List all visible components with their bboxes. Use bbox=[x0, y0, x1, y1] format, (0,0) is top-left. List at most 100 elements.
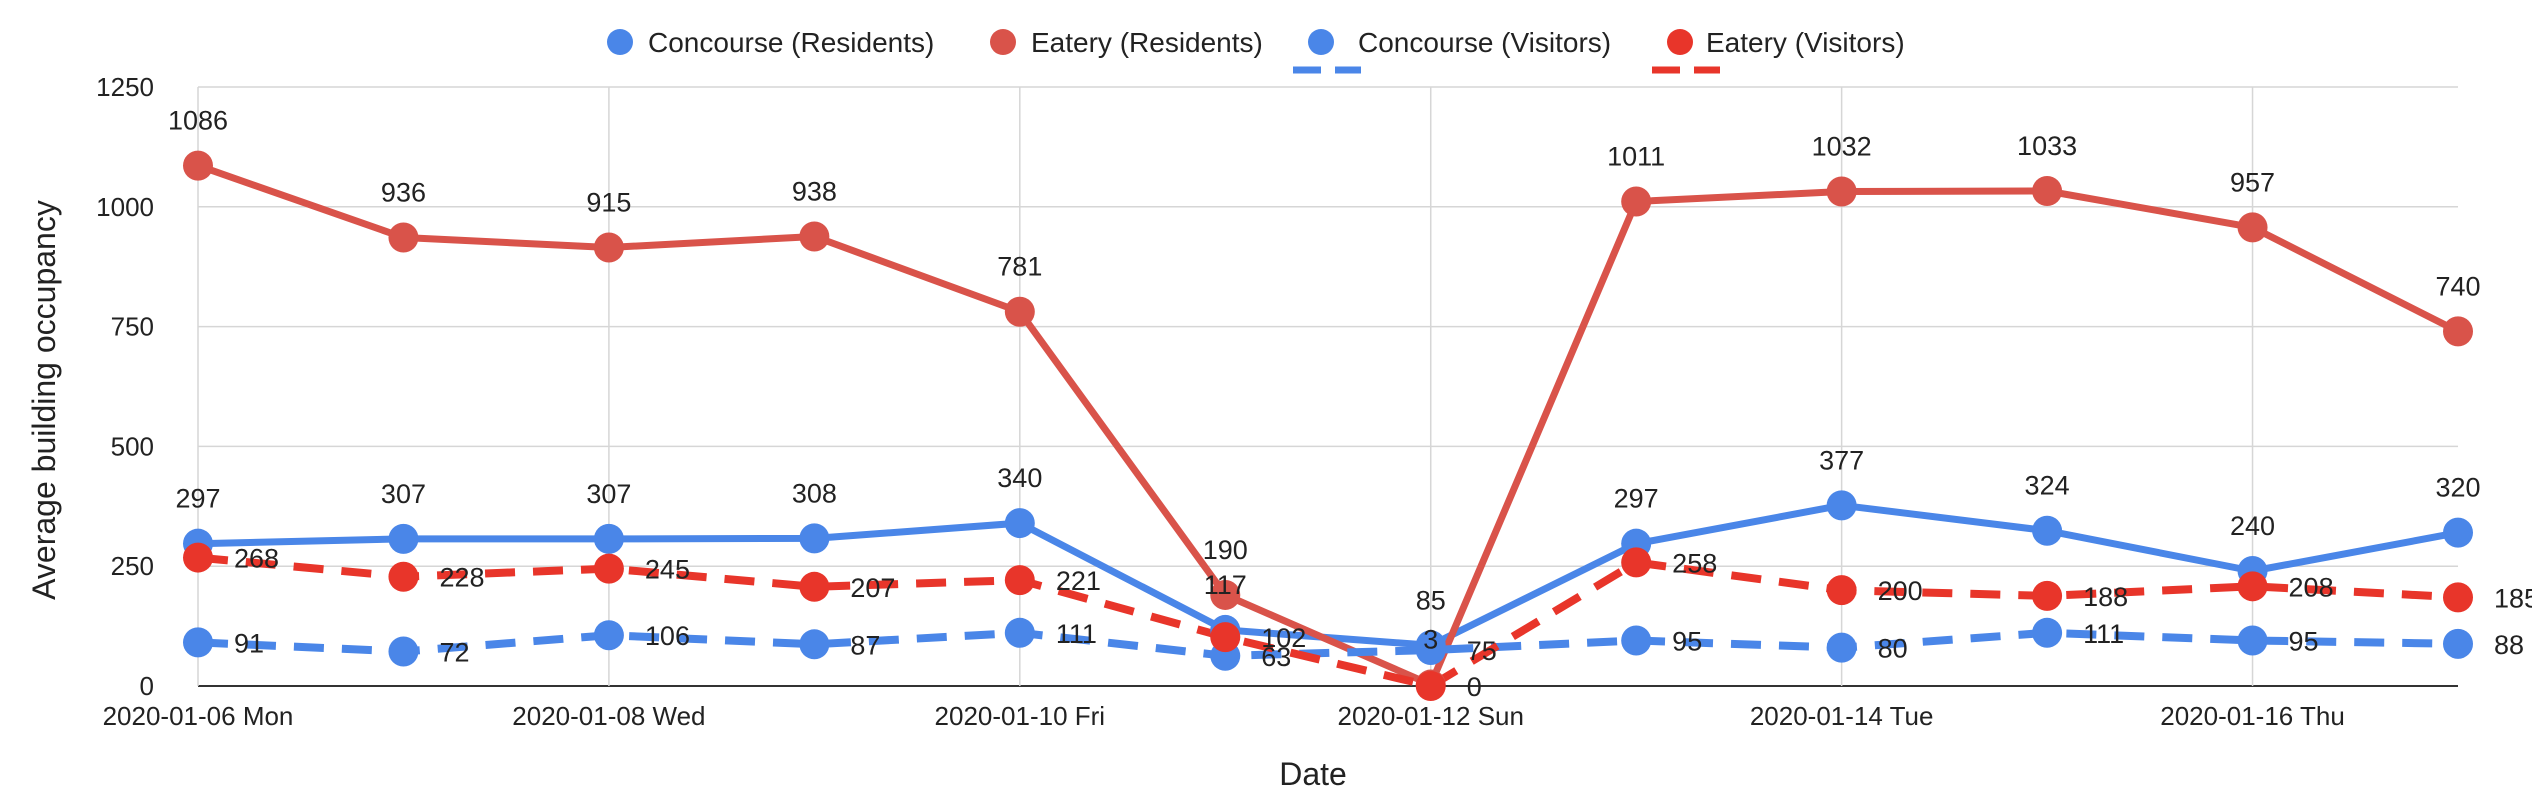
data-label: 200 bbox=[1878, 576, 1923, 606]
legend-marker bbox=[607, 29, 633, 55]
series-1-point bbox=[1210, 579, 1241, 610]
data-label: 297 bbox=[1614, 484, 1659, 514]
series-2-point bbox=[2443, 628, 2473, 659]
series-1-point bbox=[593, 232, 624, 263]
x-tick-label: 2020-01-08 Wed bbox=[512, 701, 705, 731]
series-line-2 bbox=[197, 628, 2459, 660]
legend-marker bbox=[990, 29, 1016, 55]
series-line-3 bbox=[197, 553, 2459, 690]
data-label: 340 bbox=[997, 463, 1042, 493]
data-label: 185 bbox=[2494, 583, 2532, 613]
y-tick-label: 1250 bbox=[96, 72, 154, 102]
data-label: 936 bbox=[381, 177, 426, 207]
series-1-point bbox=[1826, 176, 1857, 207]
legend-label: Concourse (Residents) bbox=[648, 27, 934, 58]
x-axis-title: Date bbox=[1279, 756, 1347, 792]
data-label: 915 bbox=[586, 188, 631, 218]
series-0-point bbox=[799, 523, 830, 554]
data-label: 75 bbox=[1467, 636, 1497, 666]
data-label: 111 bbox=[1056, 619, 1097, 649]
data-label: 3 bbox=[1423, 625, 1438, 655]
series-2-point bbox=[388, 636, 419, 667]
data-label: 938 bbox=[792, 177, 837, 207]
data-label: 95 bbox=[1672, 626, 1702, 656]
legend-label: Eatery (Residents) bbox=[1031, 27, 1263, 58]
data-label: 91 bbox=[234, 628, 264, 658]
data-label: 240 bbox=[2230, 511, 2275, 541]
data-label: 308 bbox=[792, 478, 837, 508]
data-label: 297 bbox=[175, 484, 220, 514]
series-2-point bbox=[799, 629, 830, 660]
series-1-point bbox=[2032, 175, 2063, 206]
data-label: 245 bbox=[645, 555, 690, 585]
data-label: 320 bbox=[2435, 473, 2480, 503]
y-tick-label: 1000 bbox=[96, 192, 154, 222]
y-tick-label: 500 bbox=[111, 431, 154, 461]
data-label: 1033 bbox=[2017, 131, 2077, 161]
legend-marker bbox=[1667, 29, 1693, 55]
data-labels: 297 307 307 308 340 117 85 297 377 324 240 320 1086 9… bbox=[168, 106, 2532, 702]
series-lines bbox=[196, 162, 2460, 690]
data-label: 88 bbox=[2494, 630, 2524, 660]
data-label: 111 bbox=[2083, 619, 2124, 649]
data-label: 228 bbox=[439, 563, 484, 593]
x-tick-label: 2020-01-12 Sun bbox=[1337, 701, 1523, 731]
series-2-point bbox=[183, 627, 213, 658]
series-3-point bbox=[2237, 571, 2268, 602]
legend-label: Eatery (Visitors) bbox=[1706, 27, 1905, 58]
series-3-point bbox=[1004, 565, 1035, 596]
data-label: 188 bbox=[2083, 582, 2128, 612]
x-tick-label: 2020-01-06 Mon bbox=[103, 701, 294, 731]
data-label: 258 bbox=[1672, 548, 1717, 578]
data-label: 1086 bbox=[168, 106, 228, 136]
series-1-point bbox=[1621, 186, 1652, 217]
series-3-point bbox=[1826, 575, 1857, 606]
data-label: 307 bbox=[381, 479, 426, 509]
data-label: 72 bbox=[439, 637, 469, 667]
data-label: 268 bbox=[234, 544, 279, 574]
legend-label: Concourse (Visitors) bbox=[1358, 27, 1611, 58]
data-label: 377 bbox=[1819, 445, 1864, 475]
series-3-point bbox=[2443, 582, 2473, 613]
series-points bbox=[183, 150, 2473, 701]
data-label: 1011 bbox=[1607, 142, 1665, 172]
series-3-point bbox=[799, 571, 830, 602]
series-2-point bbox=[1621, 625, 1652, 656]
series-0-point bbox=[388, 523, 419, 554]
data-label: 221 bbox=[1056, 566, 1101, 596]
y-tick-label: 0 bbox=[140, 671, 154, 701]
series-3-point bbox=[2032, 580, 2063, 611]
data-label: 102 bbox=[1261, 623, 1306, 653]
series-1-point bbox=[799, 221, 830, 252]
series-3-point bbox=[1621, 547, 1652, 578]
series-2-point bbox=[2032, 617, 2063, 648]
legend: Concourse (Residents) Eatery (Residents) C… bbox=[607, 27, 1905, 74]
series-3-point bbox=[1415, 671, 1446, 701]
y-axis-ticks: 0 250 500 750 1000 1250 bbox=[96, 72, 154, 701]
legend-marker bbox=[1308, 29, 1334, 55]
data-label: 190 bbox=[1203, 535, 1248, 565]
data-label: 781 bbox=[997, 252, 1042, 282]
series-2-point bbox=[1004, 617, 1035, 648]
data-label: 117 bbox=[1204, 570, 1247, 600]
series-0-point bbox=[2032, 515, 2063, 546]
data-label: 740 bbox=[2435, 271, 2480, 301]
data-label: 63 bbox=[1261, 642, 1291, 672]
y-axis-title: Average building occupancy bbox=[26, 200, 62, 600]
series-line-1 bbox=[196, 162, 2460, 689]
series-0-point bbox=[2443, 517, 2473, 548]
x-axis-ticks: 2020-01-06 Mon 2020-01-08 Wed 2020-01-10 F… bbox=[103, 701, 2345, 731]
x-tick-label: 2020-01-16 Thu bbox=[2160, 701, 2345, 731]
y-tick-label: 750 bbox=[111, 312, 154, 342]
data-label: 0 bbox=[1467, 672, 1482, 702]
series-1-point bbox=[2237, 212, 2268, 243]
data-label: 80 bbox=[1878, 634, 1908, 664]
series-0-point bbox=[1826, 490, 1857, 521]
x-tick-label: 2020-01-14 Tue bbox=[1750, 701, 1934, 731]
x-tick-label: 2020-01-10 Fri bbox=[935, 701, 1106, 731]
series-0-point bbox=[1004, 508, 1035, 539]
series-2-point bbox=[1415, 635, 1446, 666]
series-2-point bbox=[2237, 625, 2268, 656]
y-tick-label: 250 bbox=[111, 551, 154, 581]
